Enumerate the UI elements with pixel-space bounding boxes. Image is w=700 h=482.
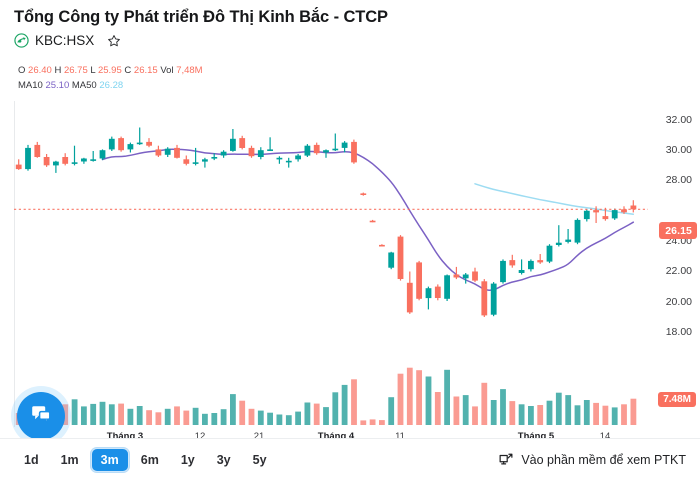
external-monitor-icon — [498, 452, 514, 468]
open-software-link[interactable]: Vào phần mềm để xem PTKT — [498, 452, 686, 468]
y-axis-tick: 22.00 — [665, 265, 692, 278]
ma50-value: 26.28 — [99, 80, 124, 91]
x-axis-tick: 14 — [599, 431, 611, 442]
high-key: H — [54, 65, 62, 76]
last-volume-badge: 7.48M — [658, 392, 696, 407]
y-axis-tick: 28.00 — [665, 174, 692, 187]
chat-bubbles-icon — [29, 402, 53, 431]
close-key: C — [124, 65, 132, 76]
footer-bar: 1d 1m 3m 6m 1y 3y 5y Vào phần mềm để xem PTKT — [0, 438, 700, 482]
range-button-6m[interactable]: 6m — [140, 453, 159, 467]
symbol-row: KBC:HSX — [14, 33, 121, 48]
volume-value: 7,48M — [176, 65, 203, 76]
ma50-key: MA50 — [71, 80, 97, 91]
x-axis-tick: Tháng 5 — [517, 431, 555, 442]
low-value: 25.95 — [97, 65, 122, 76]
y-axis-tick: 18.00 — [665, 325, 692, 338]
chat-fab-button[interactable] — [17, 392, 65, 440]
ma-legend-row: MA10 25.10 MA50 26.28 — [18, 78, 203, 93]
volume-key: Vol — [160, 65, 174, 76]
y-axis-tick: 30.00 — [665, 143, 692, 156]
x-axis-tick: Tháng 3 — [106, 431, 144, 442]
low-key: L — [90, 65, 96, 76]
x-axis-tick: Tháng 4 — [317, 431, 355, 442]
ma10-value: 25.10 — [45, 80, 70, 91]
y-axis-tick: 20.00 — [665, 295, 692, 308]
symbol-label: KBC:HSX — [35, 33, 95, 48]
page-title: Tổng Công ty Phát triển Đô Thị Kinh Bắc … — [14, 8, 388, 26]
open-software-label: Vào phần mềm để xem PTKT — [521, 453, 686, 467]
ma10-key: MA10 — [18, 80, 43, 91]
y-axis-tick: 32.00 — [665, 113, 692, 126]
company-logo-icon — [14, 33, 29, 48]
ohlc-legend: O 26.40 H 26.75 L 25.95 C 26.15 Vol 7,48… — [18, 63, 203, 93]
open-value: 26.40 — [28, 65, 52, 76]
high-value: 26.75 — [63, 65, 88, 76]
range-button-1m[interactable]: 1m — [60, 453, 79, 467]
last-price-badge: 26.15 — [659, 222, 697, 239]
range-button-1y[interactable]: 1y — [180, 453, 195, 467]
x-axis-tick: 21 — [253, 431, 265, 442]
candlestick-plot[interactable] — [0, 95, 700, 430]
close-value: 26.15 — [133, 65, 158, 76]
range-selector[interactable]: 1d 1m 3m 6m 1y 3y 5y — [14, 448, 277, 472]
ohlc-legend-row: O 26.40 H 26.75 L 25.95 C 26.15 Vol 7,48… — [18, 63, 203, 78]
range-button-1d[interactable]: 1d — [24, 453, 39, 467]
open-key: O — [18, 65, 26, 76]
star-outline-icon[interactable] — [100, 34, 121, 48]
x-axis-tick: 12 — [194, 431, 206, 442]
range-button-3m[interactable]: 3m — [90, 448, 129, 472]
range-button-3y[interactable]: 3y — [216, 453, 231, 467]
range-button-5y[interactable]: 5y — [252, 453, 267, 467]
x-axis-tick: 11 — [395, 431, 405, 442]
